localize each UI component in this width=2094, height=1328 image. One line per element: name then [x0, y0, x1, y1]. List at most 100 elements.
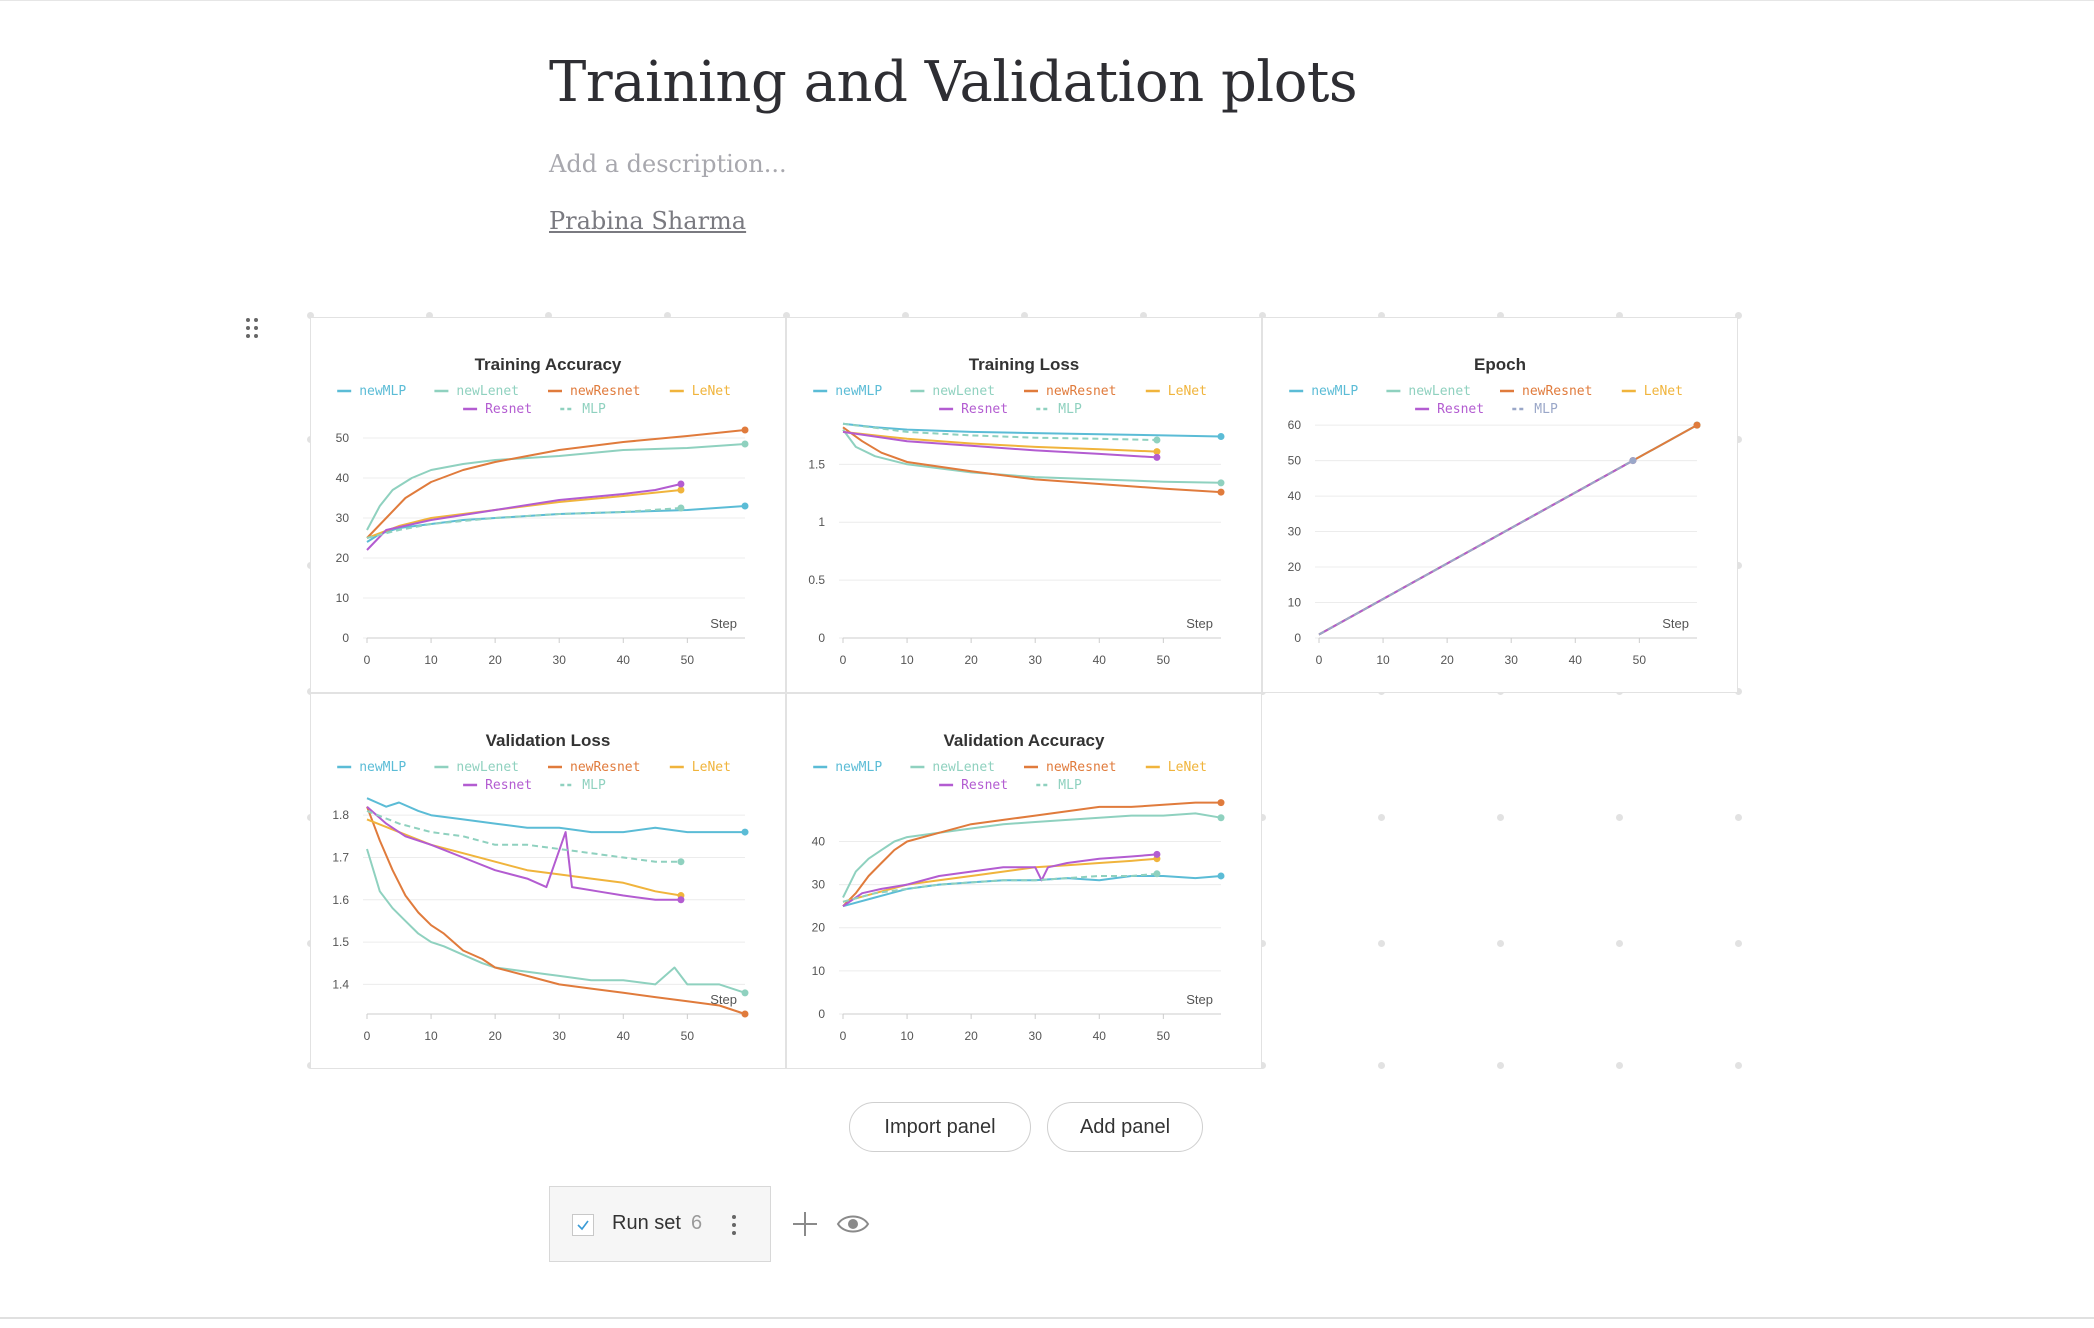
grid-dot: [1616, 814, 1623, 821]
series-end-point-lenet: [1153, 448, 1161, 456]
x-tick-label: 50: [1157, 653, 1171, 667]
x-tick-label: 0: [840, 1029, 847, 1043]
series-line-resnet: [366, 483, 682, 551]
run-set-checkbox[interactable]: [572, 1214, 594, 1236]
series-end-point-newlenet: [741, 440, 749, 448]
grid-dot: [1616, 312, 1623, 319]
series-end-point-newlenet: [1217, 814, 1225, 822]
grid-dot: [1616, 1062, 1623, 1069]
chart-panel-validation-accuracy[interactable]: Validation Accuracy newMLP newLenet newResn…: [786, 693, 1262, 1069]
epoch-chart: Epoch newMLP newLenet newResnet LeNet Resnet M…: [1288, 355, 1701, 667]
x-axis-label: Step: [1662, 616, 1689, 631]
x-tick-label: 20: [964, 653, 978, 667]
series-end-point-mlp: [677, 858, 685, 866]
y-tick-label: 30: [336, 511, 350, 525]
import-panel-button[interactable]: Import panel: [849, 1102, 1031, 1152]
description-placeholder[interactable]: Add a description...: [549, 150, 787, 178]
x-tick-label: 10: [900, 1029, 914, 1043]
eye-icon[interactable]: [836, 1210, 870, 1238]
chart-panel-validation-loss[interactable]: Validation Loss newMLP newLenet newResnet Le…: [310, 693, 786, 1069]
legend-label-newresnet: newResnet: [1046, 384, 1116, 399]
y-tick-label: 0.5: [808, 573, 825, 587]
series-line-resnet: [1318, 459, 1634, 636]
x-tick-label: 30: [1029, 1029, 1043, 1043]
y-tick-label: 10: [812, 964, 826, 978]
series-end-point-mlp: [677, 504, 685, 512]
series-line-resnet: [842, 430, 1157, 459]
grid-dot: [1497, 940, 1504, 947]
x-tick-label: 20: [488, 1029, 502, 1043]
y-tick-label: 0: [1294, 631, 1301, 645]
validation-accuracy-chart: Validation Accuracy newMLP newLenet newResn…: [812, 731, 1225, 1043]
x-tick-label: 0: [364, 653, 371, 667]
grid-dot: [1378, 940, 1385, 947]
series-end-point-lenet: [677, 486, 685, 494]
y-tick-label: 1.6: [332, 893, 349, 907]
legend-label-newmlp: newMLP: [1311, 384, 1358, 399]
panel-grid: Training Accuracy newMLP newLenet newResnet…: [307, 312, 1743, 1070]
bottom-divider: [0, 1317, 2094, 1319]
series-line-newresnet: [366, 806, 746, 1015]
x-tick-label: 40: [1093, 653, 1107, 667]
legend-label-resnet: Resnet: [961, 402, 1008, 417]
legend-label-newresnet: newResnet: [570, 384, 640, 399]
chart-panel-training-loss[interactable]: Training Loss newMLP newLenet newResnet LeNe…: [786, 317, 1262, 693]
author-link[interactable]: Prabina Sharma: [549, 207, 747, 235]
grid-dot: [307, 312, 314, 319]
y-tick-label: 40: [812, 834, 826, 848]
x-tick-label: 10: [1376, 653, 1390, 667]
legend-label-resnet: Resnet: [961, 778, 1008, 793]
grid-dot: [1735, 1062, 1742, 1069]
series-end-point-resnet: [677, 896, 685, 904]
drag-handle-icon[interactable]: [246, 318, 260, 342]
y-tick-label: 20: [336, 551, 350, 565]
y-tick-label: 1.4: [332, 977, 349, 991]
series-line-newmlp: [842, 422, 1222, 438]
series-end-point-newresnet: [1217, 799, 1225, 807]
y-tick-label: 50: [1288, 454, 1302, 468]
y-tick-label: 1.7: [332, 850, 349, 864]
legend-label-newresnet: newResnet: [570, 760, 640, 775]
plus-icon[interactable]: [791, 1210, 819, 1238]
x-tick-label: 50: [681, 1029, 695, 1043]
x-axis-label: Step: [710, 616, 737, 631]
chart-title: Training Loss: [969, 355, 1080, 374]
grid-dot: [783, 312, 790, 319]
more-vertical-icon[interactable]: [730, 1215, 738, 1235]
grid-dot: [1259, 1062, 1266, 1069]
y-tick-label: 1.5: [332, 935, 349, 949]
grid-dot: [1378, 312, 1385, 319]
series-end-point-newresnet: [741, 1010, 749, 1018]
legend-label-newlenet: newLenet: [932, 760, 995, 775]
page-title[interactable]: Training and Validation plots: [549, 50, 1358, 115]
legend-label-lenet: LeNet: [1168, 760, 1207, 775]
x-tick-label: 0: [840, 653, 847, 667]
grid-dot: [1735, 814, 1742, 821]
y-tick-label: 1.5: [808, 457, 825, 471]
series-end-point-newmlp: [1217, 872, 1225, 880]
legend-label-lenet: LeNet: [1644, 384, 1683, 399]
chart-panel-epoch[interactable]: Epoch newMLP newLenet newResnet LeNet Resnet M…: [1262, 317, 1738, 693]
chart-panel-training-accuracy[interactable]: Training Accuracy newMLP newLenet newResnet…: [310, 317, 786, 693]
grid-dot: [902, 312, 909, 319]
run-set-tab[interactable]: Run set 6: [549, 1186, 771, 1262]
y-tick-label: 0: [818, 1007, 825, 1021]
series-line-mlp: [366, 507, 681, 539]
top-divider: [0, 0, 2094, 1]
y-tick-label: 1.8: [332, 808, 349, 822]
grid-dot: [1497, 814, 1504, 821]
legend-label-newlenet: newLenet: [932, 384, 995, 399]
grid-dot: [1378, 814, 1385, 821]
series-line-newlenet: [842, 429, 1222, 484]
grid-dot: [1616, 940, 1623, 947]
grid-dot: [1735, 688, 1742, 695]
series-end-point-mlp: [1153, 436, 1161, 444]
series-end-point-resnet: [1153, 850, 1161, 858]
x-axis-label: Step: [1186, 616, 1213, 631]
add-panel-button[interactable]: Add panel: [1047, 1102, 1203, 1152]
legend-label-lenet: LeNet: [692, 384, 731, 399]
y-tick-label: 30: [812, 878, 826, 892]
legend-label-resnet: Resnet: [485, 402, 532, 417]
series-line-newlenet: [366, 443, 746, 531]
series-end-point-mlp: [1153, 870, 1161, 878]
